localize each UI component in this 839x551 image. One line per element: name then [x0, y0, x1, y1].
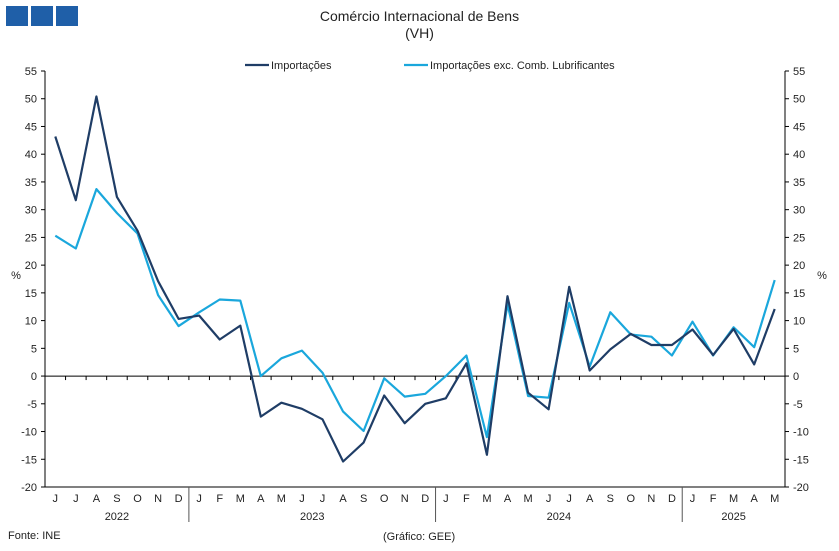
- x-tick-label: S: [360, 493, 367, 505]
- y-tick-label-left: 30: [25, 205, 37, 217]
- x-tick-label: J: [53, 493, 59, 505]
- x-tick-label: A: [257, 493, 265, 505]
- x-tick-label: M: [770, 493, 779, 505]
- legend-label: Importações exc. Comb. Lubrificantes: [430, 60, 615, 72]
- y-tick-label-right: 25: [793, 232, 805, 244]
- x-tick-label: M: [277, 493, 286, 505]
- year-label: 2024: [547, 511, 571, 523]
- x-tick-label: M: [523, 493, 532, 505]
- y-tick-label-right: 55: [793, 66, 805, 78]
- year-label: 2022: [105, 511, 129, 523]
- x-tick-label: F: [463, 493, 470, 505]
- x-tick-label: J: [443, 493, 449, 505]
- x-tick-label: J: [299, 493, 305, 505]
- x-tick-label: N: [401, 493, 409, 505]
- chart-subtitle: (VH): [405, 25, 434, 41]
- x-tick-label: S: [607, 493, 614, 505]
- y-tick-label-left: 40: [25, 149, 37, 161]
- x-tick-label: S: [113, 493, 120, 505]
- x-tick-label: J: [320, 493, 326, 505]
- x-tick-label: J: [73, 493, 79, 505]
- y-tick-label-right: 40: [793, 149, 805, 161]
- y-tick-label-right: 20: [793, 260, 805, 272]
- x-tick-label: M: [482, 493, 491, 505]
- x-tick-label: D: [668, 493, 676, 505]
- x-tick-label: F: [216, 493, 223, 505]
- y-tick-label-right: 5: [793, 343, 799, 355]
- y-tick-label-left: 15: [25, 288, 37, 300]
- x-tick-label: O: [380, 493, 389, 505]
- series-line: [54, 95, 776, 463]
- y-tick-label-right: 50: [793, 94, 805, 106]
- y-tick-label-right: 15: [793, 288, 805, 300]
- x-tick-label: J: [196, 493, 202, 505]
- logo-square: [6, 6, 28, 26]
- source-note: Fonte: INE: [8, 530, 61, 542]
- y-axis-label-left: %: [11, 270, 21, 282]
- y-tick-label-right: 0: [793, 371, 799, 383]
- y-axis-label-right: %: [817, 270, 827, 282]
- y-tick-label-left: 45: [25, 121, 37, 133]
- x-tick-label: A: [504, 493, 512, 505]
- y-tick-label-right: -10: [793, 427, 809, 439]
- x-tick-label: A: [750, 493, 758, 505]
- y-tick-label-left: 25: [25, 232, 37, 244]
- year-label: 2025: [721, 511, 745, 523]
- y-tick-label-right: 45: [793, 121, 805, 133]
- x-tick-label: O: [133, 493, 142, 505]
- y-tick-label-left: 35: [25, 177, 37, 189]
- x-tick-label: A: [339, 493, 347, 505]
- x-tick-label: D: [421, 493, 429, 505]
- y-tick-label-left: -15: [21, 454, 37, 466]
- x-tick-label: M: [236, 493, 245, 505]
- x-tick-label: N: [154, 493, 162, 505]
- chart-title: Comércio Internacional de Bens: [319, 8, 520, 24]
- y-tick-label-left: 55: [25, 66, 37, 78]
- x-tick-label: A: [93, 493, 101, 505]
- x-tick-label: D: [175, 493, 183, 505]
- logo-square: [56, 6, 78, 26]
- x-tick-label: A: [586, 493, 594, 505]
- y-tick-label-right: -5: [793, 399, 803, 411]
- logo: [6, 6, 78, 26]
- series-line: [54, 188, 776, 439]
- x-tick-label: M: [729, 493, 738, 505]
- y-tick-label-left: 20: [25, 260, 37, 272]
- y-tick-label-right: 10: [793, 316, 805, 328]
- y-tick-label-right: -20: [793, 482, 809, 494]
- y-tick-label-left: 50: [25, 94, 37, 106]
- chart-title-block: Comércio Internacional de Bens (VH): [0, 8, 839, 42]
- y-tick-label-right: -15: [793, 454, 809, 466]
- y-tick-label-right: 35: [793, 177, 805, 189]
- y-tick-label-left: -5: [27, 399, 37, 411]
- x-tick-label: N: [647, 493, 655, 505]
- x-tick-label: J: [566, 493, 572, 505]
- x-tick-label: O: [627, 493, 636, 505]
- legend-label: Importações: [271, 60, 332, 72]
- logo-square: [31, 6, 53, 26]
- y-tick-label-left: -20: [21, 482, 37, 494]
- y-tick-label-left: 5: [31, 343, 37, 355]
- y-tick-label-left: 10: [25, 316, 37, 328]
- x-tick-label: F: [710, 493, 717, 505]
- y-tick-label-left: 0: [31, 371, 37, 383]
- y-tick-label-left: -10: [21, 427, 37, 439]
- chart-credit: (Gráfico: GEE): [383, 531, 456, 543]
- x-tick-label: J: [690, 493, 696, 505]
- year-label: 2023: [300, 511, 324, 523]
- x-tick-label: J: [546, 493, 552, 505]
- y-tick-label-right: 30: [793, 205, 805, 217]
